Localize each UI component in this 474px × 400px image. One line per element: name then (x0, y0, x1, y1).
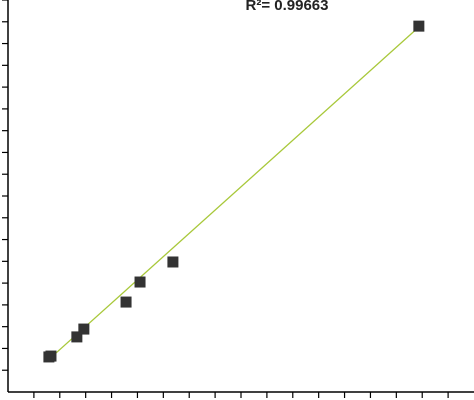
fit-line (45, 26, 420, 363)
r-squared: R²= 0.99663 (246, 0, 329, 14)
point (167, 256, 179, 268)
point (43, 351, 55, 363)
point (71, 331, 83, 343)
point (134, 276, 146, 288)
point (78, 323, 90, 335)
point (120, 296, 132, 308)
point (413, 20, 425, 32)
